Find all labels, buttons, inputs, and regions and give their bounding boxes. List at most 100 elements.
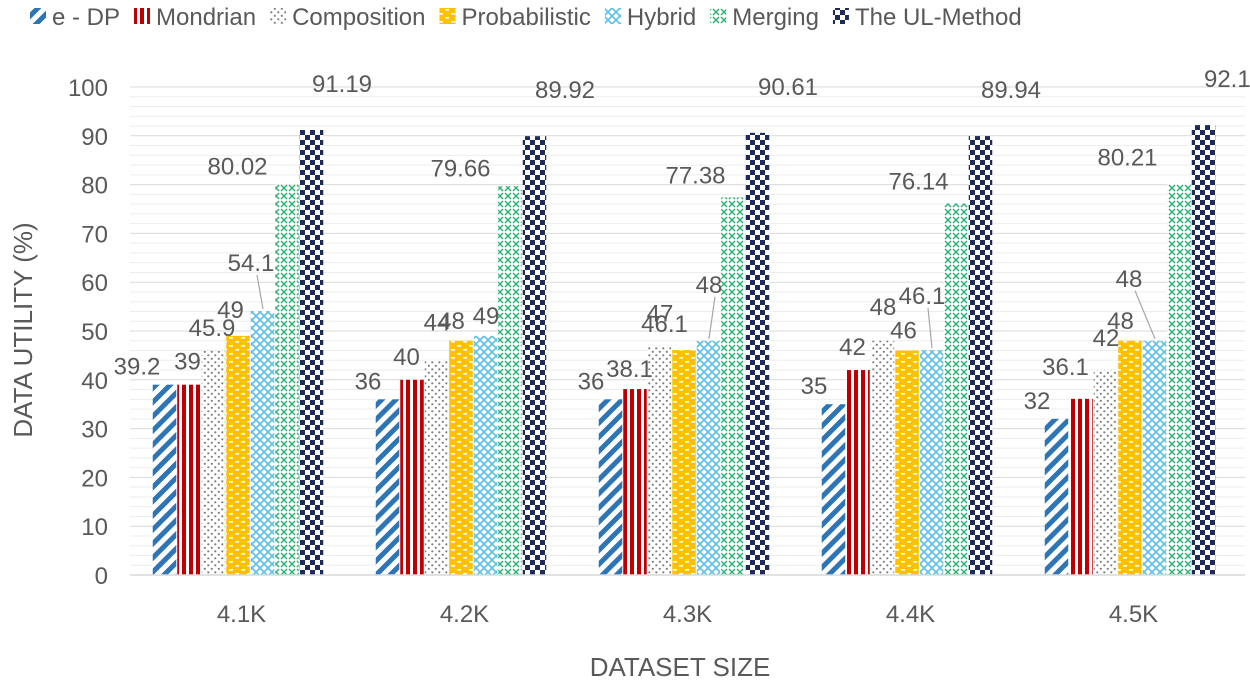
bar-hybrid bbox=[696, 340, 721, 575]
bar-composition bbox=[870, 340, 895, 575]
bar-mondrian bbox=[177, 384, 201, 575]
y-tick-label: 80 bbox=[81, 173, 108, 200]
bar-probabilistic bbox=[895, 350, 919, 575]
legend-label: Merging bbox=[732, 4, 819, 31]
bar-e-dp bbox=[821, 404, 846, 575]
x-tick-label: 4.4K bbox=[886, 601, 935, 628]
bar-composition bbox=[424, 360, 449, 575]
legend-label: e - DP bbox=[52, 4, 120, 31]
bar-composition bbox=[201, 351, 226, 575]
data-label: 48 bbox=[1107, 308, 1134, 335]
bar-e-dp bbox=[152, 384, 177, 575]
data-label: 54.1 bbox=[228, 250, 275, 277]
legend-swatch bbox=[439, 8, 456, 24]
legend-swatch bbox=[710, 8, 727, 24]
y-tick-label: 0 bbox=[95, 563, 108, 590]
bar-hybrid bbox=[919, 350, 944, 575]
data-label: 45.9 bbox=[189, 315, 236, 342]
bar-composition bbox=[1093, 370, 1118, 575]
data-label: 49 bbox=[217, 297, 244, 324]
data-label: 36 bbox=[578, 368, 605, 395]
legend-label: The UL-Method bbox=[855, 4, 1022, 31]
bars bbox=[152, 125, 1216, 576]
data-label: 80.02 bbox=[207, 154, 267, 181]
data-label: 79.66 bbox=[430, 155, 490, 182]
data-label: 46.1 bbox=[641, 311, 688, 338]
data-label: 90.61 bbox=[758, 74, 818, 101]
x-tick-label: 4.2K bbox=[440, 601, 489, 628]
leader-line bbox=[708, 296, 716, 339]
data-label: 42 bbox=[1093, 325, 1120, 352]
bar-e-dp bbox=[598, 399, 623, 575]
bar-probabilistic bbox=[672, 350, 696, 575]
bar-the-ul-method bbox=[1191, 125, 1216, 576]
bar-probabilistic bbox=[1118, 340, 1142, 575]
data-label: 92.19 bbox=[1204, 66, 1250, 93]
data-label: 36 bbox=[355, 368, 382, 395]
y-axis-title: DATA UTILITY (%) bbox=[8, 222, 38, 437]
data-label: 44 bbox=[424, 309, 451, 336]
legend: e - DP Mondrian Composition Probabilistic Hy… bbox=[30, 4, 1022, 31]
x-tick-label: 4.5K bbox=[1109, 601, 1158, 628]
bar-the-ul-method bbox=[968, 136, 993, 575]
bar-merging bbox=[944, 203, 968, 575]
x-tick-label: 4.3K bbox=[663, 601, 712, 628]
bar-the-ul-method bbox=[745, 132, 770, 576]
data-label: 77.38 bbox=[665, 162, 725, 189]
data-label: 76.14 bbox=[888, 168, 948, 195]
leader-lines bbox=[256, 274, 1156, 349]
bar-mondrian bbox=[1069, 398, 1093, 575]
leader-line bbox=[1134, 290, 1156, 339]
leader-line bbox=[927, 307, 933, 349]
data-label: 89.92 bbox=[535, 77, 595, 104]
bar-merging bbox=[1167, 183, 1191, 575]
data-label: 80.21 bbox=[1097, 145, 1157, 172]
data-label: 48 bbox=[870, 294, 897, 321]
bar-mondrian bbox=[623, 389, 647, 575]
legend-label: Probabilistic bbox=[461, 4, 590, 31]
y-tick-label: 70 bbox=[81, 221, 108, 248]
y-tick-label: 100 bbox=[68, 75, 108, 102]
data-label: 39.2 bbox=[114, 354, 161, 381]
legend-swatch bbox=[270, 8, 287, 24]
y-tick-label: 10 bbox=[81, 514, 108, 541]
legend-swatch bbox=[832, 8, 849, 24]
data-label: 48 bbox=[696, 272, 723, 299]
y-tick-label: 90 bbox=[81, 124, 108, 151]
data-label: 46.1 bbox=[899, 283, 946, 310]
y-axis-ticks: 0 10 20 30 40 50 60 70 80 90 100 bbox=[68, 75, 108, 590]
x-axis-title: DATASET SIZE bbox=[590, 652, 771, 682]
bar-composition bbox=[647, 345, 672, 575]
y-tick-label: 60 bbox=[81, 270, 108, 297]
data-label: 40 bbox=[393, 344, 420, 371]
x-axis-ticks: 4.1K 4.2K 4.3K 4.4K 4.5K bbox=[217, 601, 1158, 628]
data-label: 48 bbox=[438, 308, 465, 335]
bar-e-dp bbox=[375, 399, 400, 575]
data-label: 46 bbox=[890, 318, 917, 345]
data-label: 36.1 bbox=[1042, 354, 1089, 381]
legend-swatch bbox=[30, 8, 46, 24]
bar-merging bbox=[721, 197, 745, 575]
data-label: 89.94 bbox=[981, 77, 1041, 104]
bar-probabilistic bbox=[226, 335, 250, 575]
bar-mondrian bbox=[400, 379, 424, 575]
y-tick-label: 40 bbox=[81, 368, 108, 395]
bar-the-ul-method bbox=[522, 136, 547, 575]
data-label: 91.19 bbox=[312, 71, 372, 98]
legend-label: Mondrian bbox=[156, 4, 256, 31]
x-tick-label: 4.1K bbox=[217, 601, 266, 628]
y-tick-label: 20 bbox=[81, 465, 108, 492]
bar-probabilistic bbox=[449, 340, 473, 575]
bar-hybrid bbox=[250, 310, 275, 575]
legend-swatch bbox=[604, 8, 621, 24]
legend-swatch bbox=[134, 8, 151, 24]
bar-mondrian bbox=[846, 370, 870, 575]
bar-hybrid bbox=[473, 335, 498, 575]
legend-label: Hybrid bbox=[627, 4, 696, 31]
bar-the-ul-method bbox=[299, 129, 324, 575]
bar-merging bbox=[498, 186, 522, 575]
bar-hybrid bbox=[1142, 340, 1167, 575]
legend-label: Composition bbox=[292, 4, 425, 31]
